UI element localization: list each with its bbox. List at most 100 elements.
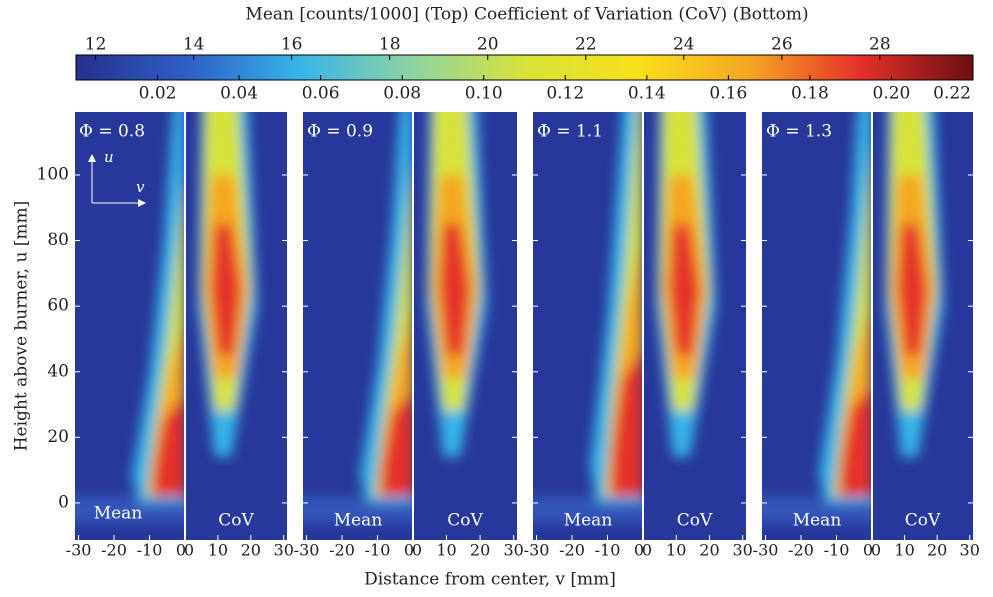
x-axis-label: Distance from center, v [mm]: [364, 570, 616, 590]
y-tick-label: 100: [37, 164, 69, 184]
colorbar-top-label: 28: [869, 35, 891, 55]
field-blur: [426, 112, 487, 458]
x-tick-label: 0: [176, 541, 186, 560]
colorbar-bottom-label: 0.06: [302, 84, 340, 104]
x-tick-label: 30: [960, 541, 980, 560]
x-tick-label: 20: [470, 541, 490, 560]
colorbar-bottom-label: 0.16: [709, 84, 747, 104]
colorbar-bottom-label: 0.14: [628, 84, 666, 104]
field-blur: [762, 112, 872, 523]
y-tick-label: 40: [47, 361, 69, 381]
field-blob: [211, 224, 241, 356]
x-tick-label: 10: [436, 541, 456, 560]
cov-label: CoV: [218, 511, 254, 531]
x-tick-label: -10: [595, 541, 621, 560]
colorbar-top-label: 16: [281, 35, 303, 55]
arrow-head: [138, 199, 146, 207]
colorbar: [75, 54, 974, 81]
x-tick-label: 0: [412, 541, 422, 560]
y-axis-label: Height above burner, u [mm]: [12, 201, 32, 452]
mean-label: Mean: [94, 504, 143, 524]
annot-v: v: [136, 178, 145, 196]
colorbar-bottom-label: 0.18: [791, 84, 829, 104]
field: [643, 112, 746, 540]
field-blur: [533, 112, 643, 523]
x-tick-label: 20: [699, 541, 719, 560]
field-blob: [381, 392, 413, 497]
x-tick-label: 30: [732, 541, 752, 560]
panel-label: Φ = 1.1: [537, 122, 603, 142]
y-tick-label: 60: [47, 296, 69, 316]
colorbar-bottom-label: 0.10: [465, 84, 503, 104]
mean-label: Mean: [793, 511, 842, 531]
x-tick-label: -10: [365, 541, 391, 560]
panel-label: Φ = 0.8: [79, 122, 145, 142]
field-blur: [656, 112, 717, 458]
x-tick-label: 10: [666, 541, 686, 560]
colorbar-top-label: 20: [477, 35, 499, 55]
colorbar-bottom-label: 0.02: [139, 84, 177, 104]
x-tick-label: 20: [241, 541, 261, 560]
y-tick-label: 20: [47, 427, 69, 447]
x-tick-label: 0: [642, 541, 652, 560]
colorbar-bottom-label: 0.22: [933, 84, 971, 104]
mean-label: Mean: [334, 511, 383, 531]
x-tick-label: 10: [894, 541, 914, 560]
colorbar-top-label: 12: [85, 35, 107, 55]
x-tick-label: -30: [66, 541, 92, 560]
arrow-head: [88, 154, 96, 162]
colorbar-bottom-label: 0.08: [383, 84, 421, 104]
field: [185, 112, 287, 540]
x-tick-label: 10: [208, 541, 228, 560]
colorbar-top-label: 18: [379, 35, 401, 55]
x-tick-label: 0: [404, 541, 414, 560]
field: [533, 112, 643, 540]
cov-label: CoV: [677, 511, 713, 531]
field-blur: [303, 112, 413, 523]
field-blob: [153, 397, 185, 497]
x-tick-label: -30: [294, 541, 320, 560]
colorbar-bottom-label: 0.20: [873, 84, 911, 104]
colorbar-top-label: 14: [183, 35, 205, 55]
field-blob: [898, 224, 928, 356]
field: [872, 112, 973, 540]
x-tick-label: 30: [274, 541, 294, 560]
colorbar-bottom-label: 0.12: [546, 84, 584, 104]
panel-label: Φ = 1.3: [766, 122, 832, 142]
annot-u: u: [104, 148, 114, 166]
field: [75, 112, 185, 540]
panel-label: Φ = 0.9: [307, 122, 373, 142]
field-blob: [669, 224, 700, 356]
field: [762, 112, 872, 540]
x-tick-label: -30: [753, 541, 779, 560]
x-tick-label: -20: [788, 541, 814, 560]
x-tick-label: -10: [137, 541, 163, 560]
colorbar-top-label: 26: [771, 35, 793, 55]
colorbar-top-label: 22: [575, 35, 597, 55]
y-tick-label: 80: [47, 230, 69, 250]
cov-label: CoV: [905, 511, 941, 531]
field-blob: [611, 350, 643, 497]
field: [413, 112, 517, 540]
field-blur: [75, 112, 185, 523]
x-tick-label: -20: [329, 541, 355, 560]
x-tick-label: 0: [634, 541, 644, 560]
field-blur: [885, 112, 944, 458]
chart-title: Mean [counts/1000] (Top) Coefficient of …: [245, 5, 808, 25]
colorbar-top-label: 24: [673, 35, 695, 55]
x-tick-label: 30: [503, 541, 523, 560]
x-tick-label: 0: [184, 541, 194, 560]
field: [303, 112, 413, 540]
x-tick-label: -30: [524, 541, 550, 560]
field-blob: [840, 387, 872, 497]
mean-label: Mean: [564, 511, 613, 531]
cov-label: CoV: [447, 511, 483, 531]
x-tick-label: 0: [871, 541, 881, 560]
x-tick-label: 0: [863, 541, 873, 560]
x-tick-label: -20: [559, 541, 585, 560]
colorbar-bottom-label: 0.04: [220, 84, 258, 104]
x-tick-label: -20: [101, 541, 127, 560]
y-tick-label: 0: [58, 492, 69, 512]
x-tick-label: 20: [927, 541, 947, 560]
x-tick-label: -10: [824, 541, 850, 560]
